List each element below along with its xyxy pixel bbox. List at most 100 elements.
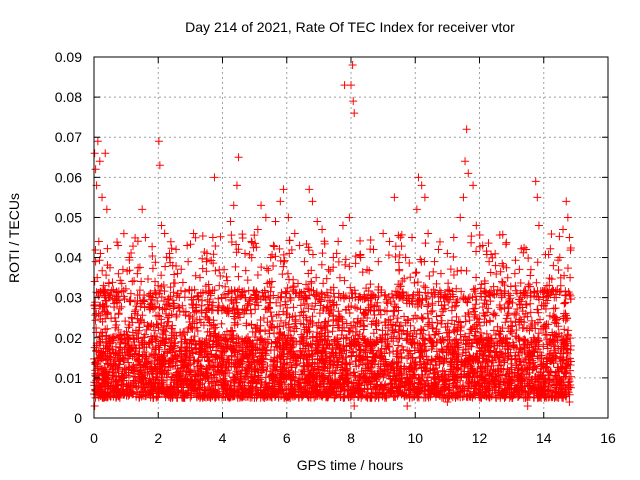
- data-point: [150, 350, 159, 359]
- data-point: [332, 353, 341, 362]
- data-point: [195, 315, 204, 324]
- data-point: [230, 378, 239, 387]
- data-point: [421, 393, 430, 402]
- data-point: [453, 391, 462, 400]
- data-point: [319, 304, 328, 313]
- data-point: [394, 280, 403, 289]
- data-point: [117, 380, 126, 389]
- data-point: [152, 373, 161, 382]
- data-point: [506, 317, 515, 326]
- data-point: [279, 307, 288, 316]
- data-point: [105, 345, 114, 354]
- data-point: [452, 301, 461, 310]
- data-point: [391, 321, 400, 330]
- data-point: [167, 333, 176, 342]
- data-point: [517, 244, 526, 253]
- data-point: [349, 347, 358, 356]
- data-point: [262, 264, 271, 273]
- data-point: [480, 279, 489, 288]
- data-point: [460, 357, 469, 366]
- data-point: [344, 393, 353, 402]
- data-point: [521, 309, 530, 318]
- data-point: [414, 388, 423, 397]
- data-point: [126, 296, 135, 305]
- data-point: [521, 393, 530, 402]
- data-point: [126, 297, 135, 306]
- data-point: [138, 336, 147, 345]
- data-point: [398, 277, 407, 286]
- data-point: [318, 324, 327, 333]
- data-point: [109, 336, 118, 345]
- data-point: [215, 369, 224, 378]
- data-point: [130, 276, 139, 285]
- data-point: [232, 240, 241, 249]
- data-point: [480, 296, 489, 305]
- data-point: [493, 341, 502, 350]
- data-point: [303, 389, 312, 398]
- data-point: [218, 349, 227, 358]
- data-point: [190, 319, 199, 328]
- data-point: [114, 269, 123, 278]
- data-point: [435, 237, 444, 246]
- data-point: [99, 285, 108, 294]
- data-point: [359, 316, 368, 325]
- data-point: [167, 310, 176, 319]
- data-point: [146, 378, 155, 387]
- data-point: [365, 266, 374, 275]
- data-point: [481, 345, 490, 354]
- data-point: [409, 290, 418, 299]
- data-point: [495, 230, 504, 239]
- data-point: [471, 310, 480, 319]
- data-point: [265, 304, 274, 313]
- data-point: [172, 245, 181, 254]
- data-point: [416, 255, 425, 264]
- data-point: [417, 313, 426, 322]
- data-point: [442, 348, 451, 357]
- data-point: [213, 377, 222, 386]
- data-point: [391, 302, 400, 311]
- data-point: [117, 287, 126, 296]
- data-point: [290, 390, 299, 399]
- data-point: [360, 322, 369, 331]
- data-point: [275, 382, 284, 391]
- data-point: [94, 354, 103, 363]
- data-point: [384, 316, 393, 325]
- data-point: [228, 306, 237, 315]
- data-point: [119, 229, 128, 238]
- data-point: [330, 393, 339, 402]
- data-point: [489, 282, 498, 291]
- data-point: [274, 392, 283, 401]
- data-point: [448, 302, 457, 311]
- data-point: [125, 351, 134, 360]
- data-point: [204, 336, 213, 345]
- data-point: [204, 315, 213, 324]
- data-point: [502, 263, 511, 272]
- data-point: [551, 348, 560, 357]
- data-point: [221, 293, 230, 302]
- data-point: [443, 319, 452, 328]
- data-point: [166, 237, 175, 246]
- data-point: [422, 365, 431, 374]
- data-point: [360, 309, 369, 318]
- data-point: [471, 300, 480, 309]
- data-point: [100, 380, 109, 389]
- data-point: [562, 291, 571, 300]
- data-point: [339, 354, 348, 363]
- data-point: [437, 316, 446, 325]
- data-point: [504, 345, 513, 354]
- data-point: [493, 285, 502, 294]
- data-point: [468, 293, 477, 302]
- data-point: [211, 241, 220, 250]
- data-point: [279, 390, 288, 399]
- data-point: [563, 330, 572, 339]
- data-point: [548, 391, 557, 400]
- data-point: [470, 378, 479, 387]
- data-point: [198, 392, 207, 401]
- data-point: [204, 303, 213, 312]
- data-point: [436, 292, 445, 301]
- data-point: [526, 350, 535, 359]
- data-point: [538, 371, 547, 380]
- data-point: [107, 377, 116, 386]
- data-point: [156, 286, 165, 295]
- data-point: [449, 252, 458, 261]
